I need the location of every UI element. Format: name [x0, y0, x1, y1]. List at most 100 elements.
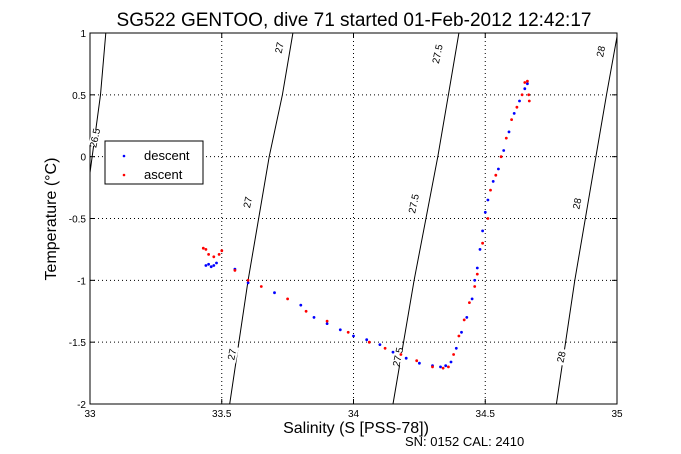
descent-point [481, 229, 484, 233]
descent-point [526, 82, 529, 86]
isopycnal-label-bg [88, 129, 102, 147]
ascent-point [494, 173, 498, 177]
data-points [201, 79, 531, 370]
descent-point [454, 346, 458, 350]
isopycnal-label: 28 [571, 197, 584, 211]
descent-point [444, 364, 448, 368]
descent-point [460, 330, 463, 334]
ascent-point [259, 285, 263, 288]
ascent-point [504, 136, 508, 140]
isopycnal-label: 27 [226, 348, 239, 362]
ascent-point [415, 359, 419, 363]
descent-point [325, 322, 329, 325]
x-axis-label: Salinity (S [PSS-78]) [283, 420, 429, 437]
isopycnal-label: 28 [595, 45, 608, 59]
legend-marker-ascent [122, 173, 126, 177]
ascent-point [515, 105, 519, 109]
descent-point [507, 130, 511, 134]
ascent-point [527, 99, 531, 103]
isopycnal-label: 27 [242, 196, 255, 210]
descent-point [473, 278, 477, 282]
isopycnal-label: 27 [274, 41, 287, 55]
descent-point [512, 112, 516, 115]
descent-point [299, 303, 303, 307]
descent-point [378, 343, 382, 346]
isopycnal-label: 28 [556, 350, 569, 364]
ascent-point [207, 253, 211, 256]
descent-point [246, 281, 250, 285]
descent-point [483, 210, 487, 214]
descent-point [207, 262, 211, 266]
descent-point [475, 266, 479, 270]
isopycnal-line [89, 32, 107, 173]
y-tick-label: -1.5 [69, 338, 87, 349]
y-tick-label: 1 [80, 29, 86, 40]
ascent-point [457, 334, 461, 338]
ascent-point [473, 285, 477, 288]
descent-point [486, 198, 490, 202]
ascent-point [462, 318, 466, 322]
ascent-point [212, 255, 216, 259]
ascent-point [431, 365, 434, 369]
y-tick-label: -0.5 [69, 215, 87, 226]
footer-serial-cal: SN: 0152 CAL: 2410 [405, 434, 524, 449]
ascent-point [527, 93, 531, 97]
ascent-point [325, 319, 329, 323]
x-tick-label: 35 [611, 409, 623, 420]
ascent-point [523, 81, 527, 84]
descent-point [365, 338, 369, 342]
descent-point [273, 291, 276, 295]
isopycnal-label-bg [594, 42, 608, 61]
isopycnal-label-bg [241, 193, 255, 212]
descent-point [465, 316, 469, 319]
ascent-point [499, 155, 503, 159]
descent-point [518, 99, 521, 103]
ascent-point [486, 217, 490, 220]
descent-point [338, 328, 342, 332]
legend-marker-descent [122, 154, 126, 158]
ascent-point [447, 365, 450, 369]
isopycnal-label-bg [570, 194, 585, 213]
x-tick-label: 33 [84, 409, 96, 420]
y-ticks: -2 -1.5 -1 -0.5 0 0.5 1 [69, 29, 617, 411]
ascent-point [481, 241, 484, 245]
ascent-point [286, 297, 289, 301]
ascent-point [526, 79, 529, 83]
isopycnal-label-bg [407, 194, 421, 213]
isopycnal-label: 27.5 [407, 193, 422, 215]
descent-point [491, 180, 495, 183]
y-tick-label: 0 [80, 153, 86, 164]
plot-area [89, 32, 618, 405]
ascent-point [383, 346, 387, 350]
y-axis-label: Temperature (°C) [43, 158, 60, 281]
isopycnal-line [392, 32, 460, 405]
ascent-point [475, 272, 479, 276]
descent-point [352, 334, 355, 338]
ascent-point [346, 330, 350, 334]
isopycnal-label: 27.5 [431, 43, 446, 65]
legend-label-descent: descent [144, 148, 190, 163]
y-tick-label: -1 [77, 276, 86, 287]
chart-title: SG522 GENTOO, dive 71 started 01-Feb-201… [117, 10, 592, 31]
ascent-point [220, 249, 224, 253]
descent-point [470, 297, 474, 301]
descent-point [215, 261, 218, 265]
descent-point [478, 248, 482, 251]
descent-point [439, 365, 442, 369]
descent-point [502, 149, 506, 152]
ascent-point [201, 246, 205, 250]
ascent-point [520, 93, 524, 97]
ascent-point [452, 353, 455, 356]
legend-box [104, 140, 204, 185]
ascent-point [399, 353, 403, 356]
descent-point [204, 264, 208, 267]
descent-point [312, 316, 316, 319]
isopycnal-line [555, 36, 618, 405]
isopycnal-label-bg [225, 345, 239, 364]
isopycnal-label-bg [431, 45, 445, 63]
legend-label-ascent: ascent [144, 167, 183, 182]
x-tick-label: 33.5 [212, 409, 232, 420]
isopycnal-labels: 26.5 27 27.5 28 27 27 27.5 27.5 28 28 [88, 38, 608, 368]
x-ticks: 33 33.5 34 34.5 35 [84, 33, 623, 420]
